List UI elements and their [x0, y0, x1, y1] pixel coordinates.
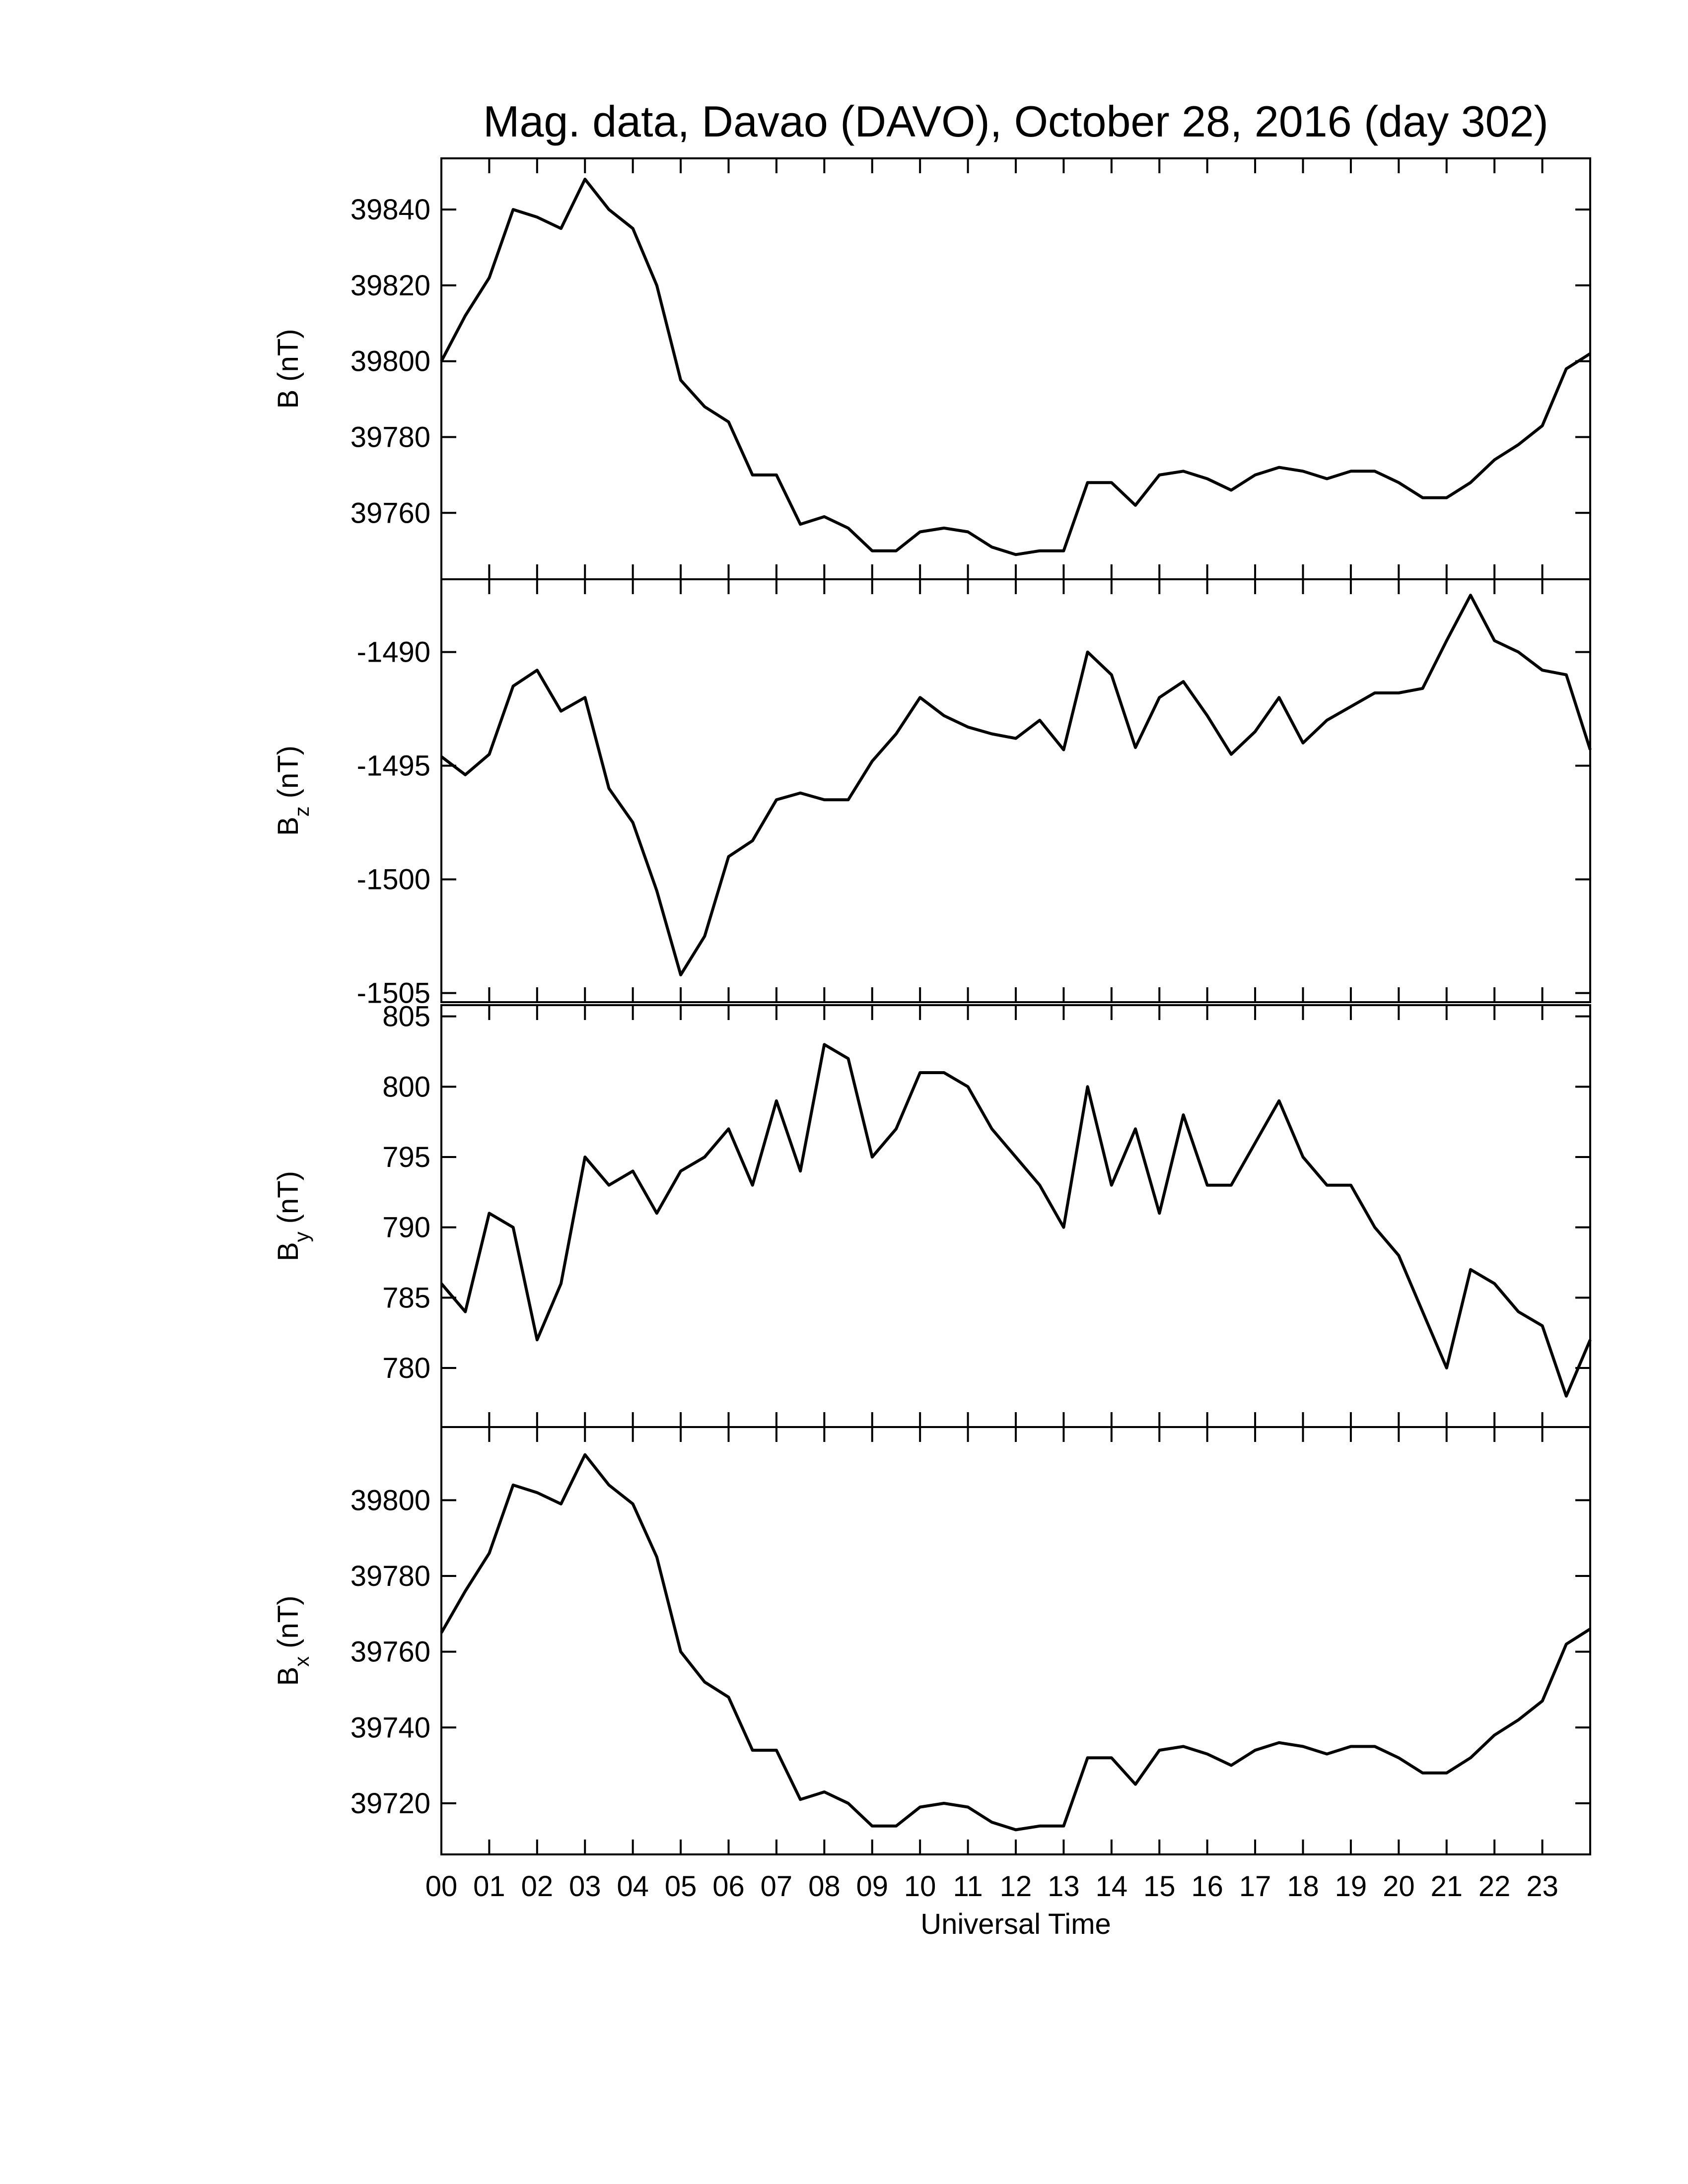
y-tick-label: 39780: [351, 1560, 430, 1592]
x-tick-label: 15: [1143, 1870, 1176, 1903]
y-tick-label: -1505: [357, 977, 430, 1010]
x-tick-label: 10: [904, 1870, 936, 1903]
x-tick-label: 01: [473, 1870, 505, 1903]
y-tick-label: 795: [382, 1141, 430, 1173]
y-tick-label: 39760: [351, 1636, 430, 1668]
x-tick-label: 20: [1383, 1870, 1415, 1903]
y-tick-label: 39800: [351, 345, 430, 378]
y-label-symbol: B: [272, 1667, 304, 1686]
y-label-symbol: B: [272, 390, 304, 409]
y-tick-label: 39820: [351, 270, 430, 302]
x-tick-label: 19: [1335, 1870, 1367, 1903]
x-tick-label: 12: [1000, 1870, 1032, 1903]
y-label-unit: (nT): [272, 1171, 304, 1224]
x-tick-label: 18: [1287, 1870, 1319, 1903]
x-tick-label: 17: [1239, 1870, 1271, 1903]
y-tick-label: 39740: [351, 1711, 430, 1744]
x-tick-label: 23: [1526, 1870, 1558, 1903]
x-tick-label: 13: [1048, 1870, 1080, 1903]
y-tick-label: 800: [382, 1071, 430, 1103]
y-tick-label: 39840: [351, 194, 430, 226]
data-line: [440, 178, 1591, 556]
y-tick-label: -1490: [357, 636, 430, 669]
x-tick-label: 06: [712, 1870, 745, 1903]
x-tick-label: 00: [425, 1870, 458, 1903]
y-tick-label: 39800: [351, 1484, 430, 1516]
x-tick-label: 22: [1478, 1870, 1511, 1903]
x-tick-label: 08: [808, 1870, 841, 1903]
x-tick-label: 09: [856, 1870, 888, 1903]
y-axis-label: B (nT): [272, 329, 304, 409]
x-axis-label: Universal Time: [920, 1908, 1111, 1940]
y-axis-label: Bz (nT): [272, 746, 313, 836]
y-axis-label: Bx (nT): [272, 1595, 313, 1686]
data-line: [440, 1043, 1592, 1398]
x-tick-label: 05: [665, 1870, 697, 1903]
y-tick-label: 805: [382, 1001, 430, 1033]
x-tick-label: 04: [617, 1870, 649, 1903]
chart-title: Mag. data, Davao (DAVO), October 28, 201…: [483, 97, 1548, 146]
y-tick-label: 780: [382, 1352, 430, 1384]
x-tick-label: 03: [569, 1870, 601, 1903]
y-tick-label: 790: [382, 1212, 430, 1244]
y-tick-label: -1495: [357, 750, 430, 782]
y-label-symbol: B: [272, 1242, 304, 1261]
data-line: [440, 594, 1592, 976]
y-label-unit: (nT): [272, 1595, 304, 1648]
x-tick-label: 16: [1191, 1870, 1223, 1903]
y-axis-label: By (nT): [272, 1171, 313, 1261]
x-tick-label: 21: [1430, 1870, 1463, 1903]
y-tick-label: 39720: [351, 1787, 430, 1820]
data-line: [440, 1453, 1591, 1832]
y-label-subscript: z: [290, 806, 313, 817]
y-label-symbol: B: [272, 817, 304, 836]
y-tick-label: 39780: [351, 421, 430, 454]
y-label-unit: (nT): [272, 746, 304, 798]
y-label-subscript: y: [290, 1231, 313, 1242]
y-tick-label: -1500: [357, 864, 430, 896]
x-tick-label: 14: [1096, 1870, 1128, 1903]
x-tick-label: 07: [761, 1870, 793, 1903]
x-tick-label: 11: [953, 1870, 983, 1903]
x-tick-label: 02: [521, 1870, 554, 1903]
y-tick-label: 39760: [351, 497, 430, 529]
y-tick-label: 785: [382, 1282, 430, 1314]
y-label-unit: (nT): [272, 329, 304, 381]
y-label-subscript: x: [290, 1656, 313, 1667]
